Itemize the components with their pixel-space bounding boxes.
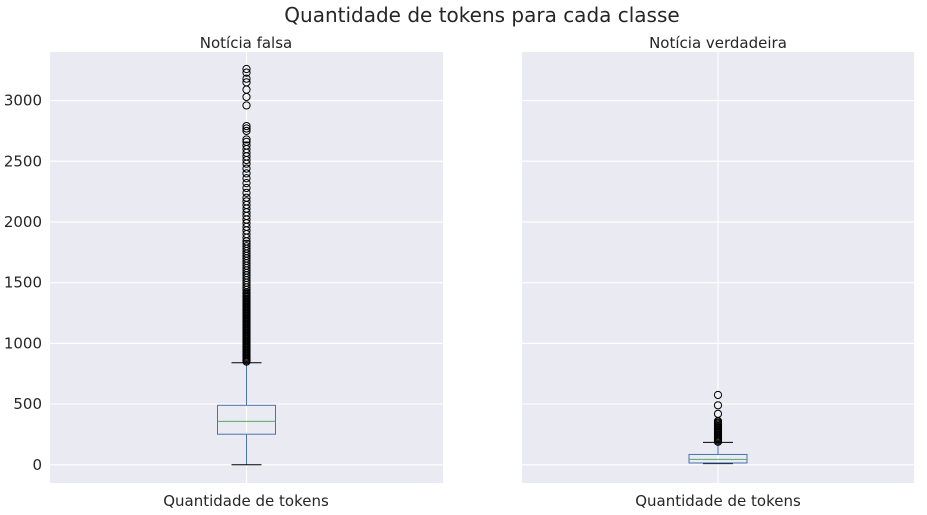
ytick-label: 3000 <box>4 92 42 110</box>
panel-title-true-news: Notícia verdadeira <box>649 34 787 52</box>
outlier-point <box>242 174 251 183</box>
outlier-point <box>242 179 251 188</box>
ytick-label: 0 <box>32 456 42 474</box>
outlier-point <box>713 409 723 418</box>
outlier-point <box>713 401 723 410</box>
outlier-point <box>713 390 723 400</box>
outlier-point <box>242 126 251 136</box>
outlier-point <box>242 121 251 131</box>
ytick-label: 2000 <box>4 213 42 231</box>
outlier-point <box>242 141 251 150</box>
outlier-point <box>242 68 251 77</box>
panel-true-news: Notícia verdadeira Quantidade de tokens <box>522 34 914 510</box>
outlier-point <box>242 197 251 206</box>
xtick-label-fake-news: Quantidade de tokens <box>163 492 329 510</box>
ytick-label: 500 <box>13 395 42 413</box>
xtick-label-true-news: Quantidade de tokens <box>635 492 801 510</box>
box-true-news <box>688 441 748 465</box>
outlier-point <box>242 239 251 248</box>
box-iqr <box>217 404 276 435</box>
panel-fake-news: 0 500 1000 1500 2000 2500 3000 Notícia falsa Q… <box>4 34 443 510</box>
outlier-point <box>242 193 251 202</box>
outlier-point <box>242 101 251 110</box>
outlier-point <box>242 137 251 146</box>
figure-suptitle: Quantidade de tokens para cada classe <box>284 3 679 27</box>
panel-title-fake-news: Notícia falsa <box>200 34 292 52</box>
outlier-point <box>242 164 251 173</box>
outlier-point <box>242 124 251 133</box>
box-iqr <box>688 453 748 464</box>
fliers-fake-news <box>242 64 251 366</box>
outlier-point <box>242 135 251 144</box>
outlier-point <box>242 78 251 87</box>
outlier-point <box>242 242 251 251</box>
outlier-point <box>242 64 251 74</box>
yticks-fake-news: 0 500 1000 1500 2000 2500 3000 <box>4 92 42 474</box>
ytick-label: 1500 <box>4 274 42 292</box>
outlier-point <box>242 74 251 83</box>
ytick-label: 1000 <box>4 334 42 352</box>
outlier-point <box>242 169 251 178</box>
outlier-point <box>242 188 251 197</box>
outlier-point <box>242 183 251 193</box>
grid-true-news <box>522 52 914 483</box>
ytick-label: 2500 <box>4 152 42 170</box>
fliers-true-news <box>713 390 723 446</box>
